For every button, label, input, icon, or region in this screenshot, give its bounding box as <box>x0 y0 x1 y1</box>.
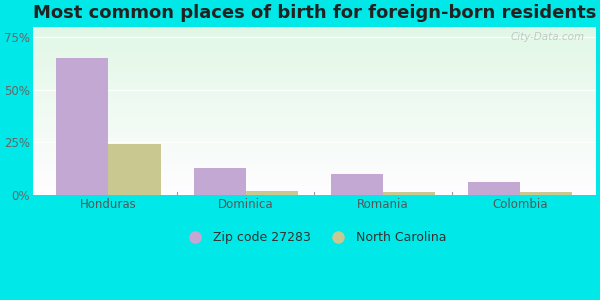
Bar <box>33 157 596 159</box>
Bar <box>33 182 596 184</box>
Bar <box>33 187 596 189</box>
Bar <box>33 151 596 153</box>
Bar <box>33 123 596 125</box>
Bar <box>109 144 161 195</box>
Bar <box>33 73 596 75</box>
Bar <box>33 28 596 31</box>
Bar <box>33 62 596 64</box>
Bar <box>33 41 596 43</box>
Bar <box>33 170 596 172</box>
Bar <box>33 130 596 132</box>
Bar <box>33 98 596 100</box>
Bar <box>33 136 596 138</box>
Bar <box>246 191 298 195</box>
Bar <box>33 144 596 146</box>
Bar <box>33 111 596 113</box>
Bar <box>33 115 596 117</box>
Bar <box>33 54 596 56</box>
Bar <box>33 189 596 191</box>
Bar <box>33 128 596 130</box>
Bar <box>33 56 596 58</box>
Bar <box>33 159 596 161</box>
Bar <box>33 92 596 94</box>
Bar <box>33 191 596 193</box>
Bar <box>194 168 246 195</box>
Bar <box>33 33 596 35</box>
Bar <box>33 94 596 96</box>
Bar <box>33 100 596 102</box>
Bar <box>33 75 596 77</box>
Bar <box>33 117 596 119</box>
Bar <box>383 192 435 195</box>
Bar <box>33 58 596 60</box>
Bar <box>33 161 596 163</box>
Bar <box>33 104 596 106</box>
Bar <box>33 31 596 33</box>
Bar <box>33 77 596 79</box>
Bar <box>33 96 596 98</box>
Bar <box>33 35 596 37</box>
Bar <box>33 50 596 52</box>
Bar <box>33 153 596 155</box>
Bar <box>33 148 596 151</box>
Bar <box>33 88 596 90</box>
Bar <box>33 155 596 157</box>
Title: Most common places of birth for foreign-born residents: Most common places of birth for foreign-… <box>33 4 596 22</box>
Bar <box>33 90 596 92</box>
Bar <box>33 193 596 195</box>
Bar <box>33 125 596 128</box>
Bar <box>520 192 572 195</box>
Bar <box>33 176 596 178</box>
Bar <box>33 60 596 62</box>
Bar <box>33 121 596 123</box>
Bar <box>33 163 596 165</box>
Bar <box>33 138 596 140</box>
Bar <box>33 178 596 180</box>
Bar <box>33 180 596 182</box>
Bar <box>33 79 596 81</box>
Bar <box>33 37 596 39</box>
Bar <box>33 140 596 142</box>
Bar <box>33 45 596 48</box>
Bar <box>33 26 596 28</box>
Bar <box>33 52 596 54</box>
Bar <box>468 182 520 195</box>
Bar <box>33 119 596 121</box>
Bar <box>33 184 596 187</box>
Bar <box>33 81 596 83</box>
Bar <box>33 71 596 73</box>
Bar <box>33 67 596 69</box>
Bar <box>33 102 596 104</box>
Bar <box>56 58 109 195</box>
Bar <box>33 113 596 115</box>
Bar <box>33 109 596 111</box>
Bar <box>33 168 596 170</box>
Legend: Zip code 27283, North Carolina: Zip code 27283, North Carolina <box>178 226 451 249</box>
Text: City-Data.com: City-Data.com <box>511 32 584 42</box>
Bar <box>33 146 596 148</box>
Bar <box>33 69 596 71</box>
Bar <box>33 142 596 144</box>
Bar <box>33 43 596 45</box>
Bar <box>33 174 596 176</box>
Bar <box>33 48 596 50</box>
Bar <box>33 134 596 136</box>
Bar <box>33 64 596 67</box>
Bar <box>33 106 596 109</box>
Bar <box>33 172 596 174</box>
Bar <box>33 83 596 85</box>
Bar <box>33 39 596 41</box>
Bar <box>33 165 596 168</box>
Bar <box>331 174 383 195</box>
Bar <box>33 85 596 88</box>
Bar <box>33 132 596 134</box>
